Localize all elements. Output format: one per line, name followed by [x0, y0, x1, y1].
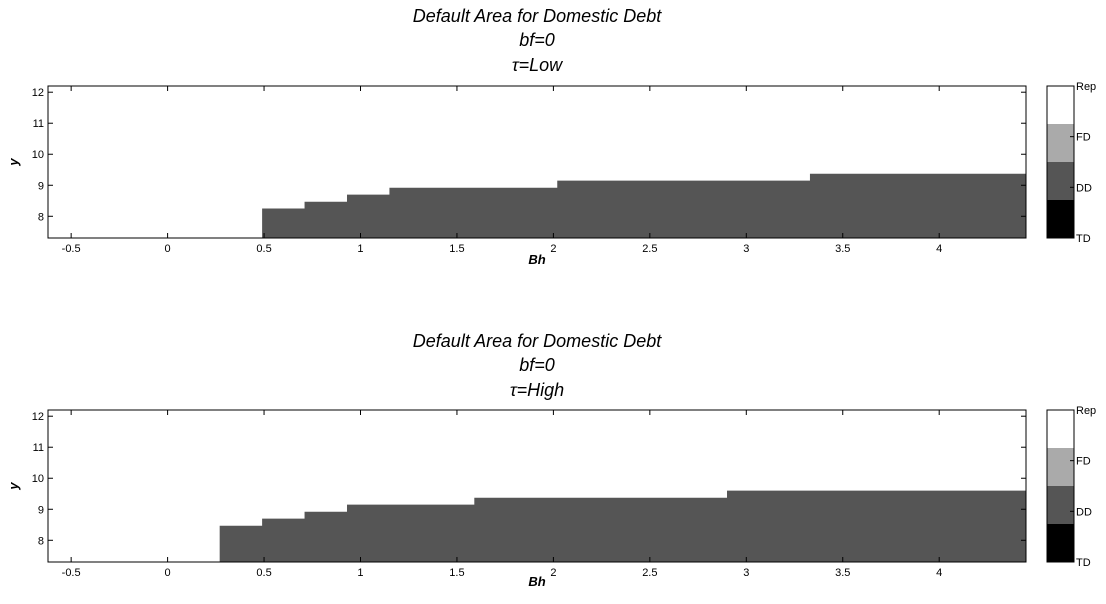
x-tick-label: -0.5 — [62, 243, 81, 255]
colorbar-segment-td — [1047, 524, 1074, 562]
x-tick-label: 2 — [550, 567, 556, 579]
x-tick-label: 1.5 — [449, 243, 464, 255]
colorbar-segment-rep — [1047, 410, 1074, 448]
x-tick-label: 3.5 — [835, 243, 850, 255]
colorbar-label: TD — [1076, 233, 1091, 245]
colorbar-segment-fd — [1047, 124, 1074, 162]
chart-panel-1: Default Area for Domestic Debt bf=0 τ=High… — [6, 331, 1096, 589]
colorbar-label: Rep — [1076, 405, 1096, 417]
y-tick-label: 10 — [32, 149, 44, 161]
chart-title-line-2: τ=High — [510, 380, 564, 400]
colorbar-segment-dd — [1047, 162, 1074, 200]
x-tick-label: 3 — [743, 243, 749, 255]
y-axis-label: y — [6, 482, 21, 491]
y-tick-label: 11 — [33, 118, 44, 130]
x-tick-label: -0.5 — [62, 567, 81, 579]
x-tick-label: 4 — [936, 243, 942, 255]
colorbar-segment-rep — [1047, 86, 1074, 124]
y-tick-label: 12 — [32, 87, 44, 99]
chart-title-line-1: bf=0 — [519, 30, 555, 50]
colorbar-label: Rep — [1076, 81, 1096, 93]
x-axis-label: Bh — [528, 252, 545, 267]
colorbar-label: FD — [1076, 456, 1091, 468]
chart-title-line-0: Default Area for Domestic Debt — [413, 6, 662, 26]
y-tick-label: 10 — [32, 473, 44, 485]
colorbar-segment-fd — [1047, 448, 1074, 486]
chart-title-line-2: τ=Low — [512, 55, 563, 75]
colorbar-label: DD — [1076, 182, 1092, 194]
x-tick-label: 3 — [743, 567, 749, 579]
x-tick-label: 2 — [550, 243, 556, 255]
chart-panel-0: Default Area for Domestic Debt bf=0 τ=Low -… — [6, 6, 1096, 267]
colorbar-frame — [1046, 85, 1075, 239]
colorbar-label: FD — [1076, 132, 1091, 144]
x-axis-label: Bh — [528, 574, 545, 589]
chart-title-line-0: Default Area for Domestic Debt — [413, 331, 662, 351]
y-tick-label: 8 — [38, 211, 44, 223]
colorbar-label: DD — [1076, 506, 1092, 518]
y-axis-label: y — [6, 158, 21, 167]
axes-frame — [47, 409, 1027, 563]
colorbar-label: TD — [1076, 557, 1091, 569]
x-tick-label: 0.5 — [256, 243, 271, 255]
y-tick-label: 9 — [38, 180, 44, 192]
y-tick-label: 8 — [38, 535, 44, 547]
chart-title-line-1: bf=0 — [519, 355, 555, 375]
x-tick-label: 0.5 — [256, 567, 271, 579]
colorbar-segment-td — [1047, 200, 1074, 238]
x-tick-label: 0 — [165, 567, 171, 579]
x-tick-label: 1 — [357, 567, 363, 579]
x-tick-label: 1 — [357, 243, 363, 255]
default-region — [219, 490, 1026, 562]
y-tick-label: 11 — [33, 442, 44, 454]
x-tick-label: 1.5 — [449, 567, 464, 579]
default-region — [262, 173, 1026, 238]
colorbar-segment-dd — [1047, 486, 1074, 524]
x-tick-label: 3.5 — [835, 567, 850, 579]
x-tick-label: 4 — [936, 567, 942, 579]
y-tick-label: 9 — [38, 504, 44, 516]
x-tick-label: 2.5 — [642, 243, 657, 255]
colorbar-frame — [1046, 409, 1075, 563]
axes-frame — [47, 85, 1027, 239]
x-tick-label: 2.5 — [642, 567, 657, 579]
y-tick-label: 12 — [32, 411, 44, 423]
x-tick-label: 0 — [165, 243, 171, 255]
